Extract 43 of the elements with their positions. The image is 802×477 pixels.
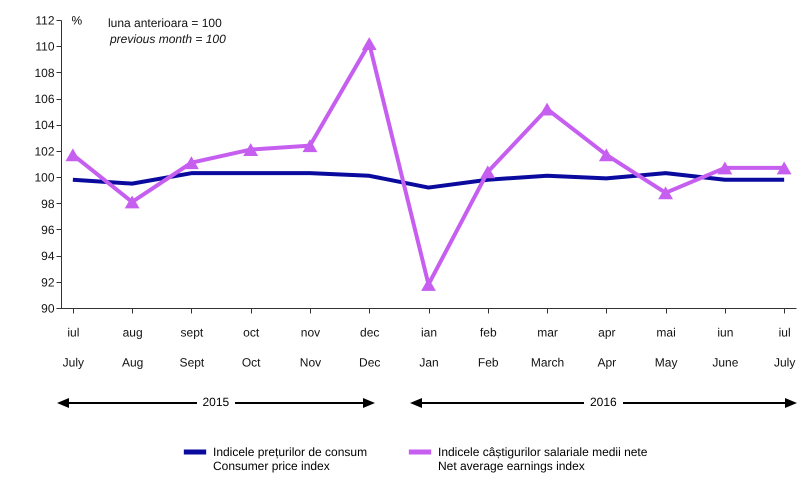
- y-tick-label: 112: [35, 14, 55, 28]
- category-label: dec Dec: [359, 326, 380, 370]
- point: [243, 143, 258, 156]
- category-label: aug Aug: [122, 326, 144, 370]
- point: [124, 196, 140, 208]
- legend-label: Indicele prețurilor de consum Consumer price index: [213, 445, 368, 473]
- point: [658, 186, 674, 200]
- y-tick-label: 98: [41, 196, 55, 211]
- point: [717, 162, 732, 174]
- point: [776, 162, 792, 174]
- y-tick-label: 100: [34, 170, 55, 185]
- category-label: sept Sept: [180, 326, 204, 370]
- category-label: iul July: [62, 326, 84, 370]
- text: 2016: [584, 395, 623, 409]
- point: [598, 148, 614, 162]
- y-tick-label: 106: [34, 92, 55, 106]
- category-label: feb Feb: [478, 326, 499, 370]
- y-tick-label: 102: [34, 144, 55, 158]
- y-tick-label: 110: [35, 40, 55, 54]
- category-label: nov Nov: [300, 326, 322, 370]
- y-tick-label: 96: [41, 222, 55, 237]
- category-label: apr Apr: [597, 326, 616, 370]
- annotation: previous month = 100: [110, 32, 226, 46]
- category-label: iul July: [774, 326, 796, 370]
- point: [184, 156, 199, 170]
- point: [480, 165, 496, 178]
- y-tick-label: 92: [41, 275, 55, 290]
- category-label: iun June: [712, 326, 738, 370]
- category-label: mai May: [654, 326, 678, 370]
- y-tick-label: 94: [41, 249, 55, 264]
- legend-label: Indicele câștigurilor salariale medii nete Net average earnings index: [438, 445, 648, 473]
- point: [302, 139, 318, 152]
- point: [362, 37, 377, 50]
- category-label: ian Jan: [419, 326, 439, 370]
- y-axis-title: %: [72, 14, 82, 28]
- y-tick-label: 108: [34, 66, 55, 80]
- category-label: oct Oct: [242, 326, 261, 370]
- category-label: mar March: [530, 326, 564, 370]
- annotation: luna anterioara = 100: [108, 16, 222, 30]
- y-tick-label: 104: [34, 118, 55, 132]
- text: 2015: [196, 395, 236, 409]
- y-tick-label: 90: [41, 302, 55, 316]
- line-series: [70, 171, 786, 190]
